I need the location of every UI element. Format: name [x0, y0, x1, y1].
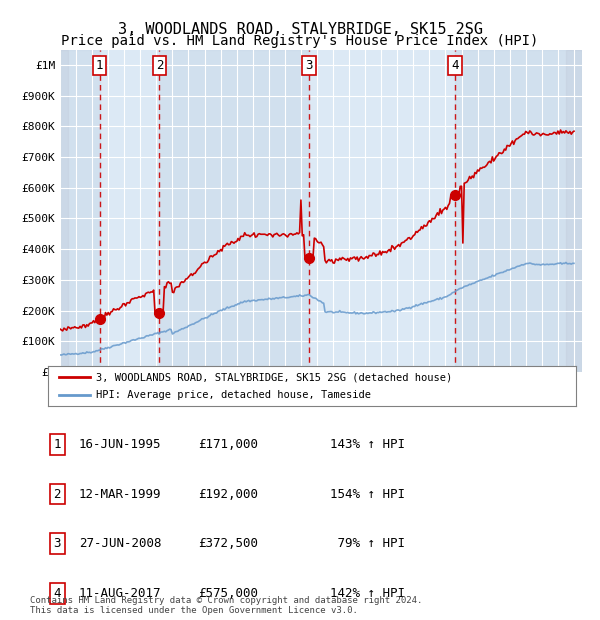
- Text: £372,500: £372,500: [198, 538, 258, 550]
- Text: HPI: Average price, detached house, Tameside: HPI: Average price, detached house, Tame…: [95, 390, 371, 400]
- Bar: [309, 50, 455, 372]
- Text: 3: 3: [53, 538, 61, 550]
- Text: Contains HM Land Registry data © Crown copyright and database right 2024.
This d: Contains HM Land Registry data © Crown c…: [30, 596, 422, 615]
- Bar: [100, 50, 160, 372]
- Text: 142% ↑ HPI: 142% ↑ HPI: [330, 587, 405, 600]
- Text: 79% ↑ HPI: 79% ↑ HPI: [330, 538, 405, 550]
- Text: 27-JUN-2008: 27-JUN-2008: [79, 538, 161, 550]
- Bar: [455, 50, 582, 372]
- Text: £192,000: £192,000: [198, 488, 258, 500]
- Bar: [160, 50, 309, 372]
- Text: 2: 2: [155, 60, 163, 72]
- Bar: [60, 50, 68, 372]
- Text: 1: 1: [96, 60, 103, 72]
- Text: £171,000: £171,000: [198, 438, 258, 451]
- Text: 3, WOODLANDS ROAD, STALYBRIDGE, SK15 2SG: 3, WOODLANDS ROAD, STALYBRIDGE, SK15 2SG: [118, 22, 482, 37]
- Text: 16-JUN-1995: 16-JUN-1995: [79, 438, 161, 451]
- Text: £575,000: £575,000: [198, 587, 258, 600]
- Text: 154% ↑ HPI: 154% ↑ HPI: [330, 488, 405, 500]
- Text: 4: 4: [53, 587, 61, 600]
- Bar: [60, 50, 100, 372]
- Text: 143% ↑ HPI: 143% ↑ HPI: [330, 438, 405, 451]
- Text: Price paid vs. HM Land Registry's House Price Index (HPI): Price paid vs. HM Land Registry's House …: [61, 34, 539, 48]
- Text: 3, WOODLANDS ROAD, STALYBRIDGE, SK15 2SG (detached house): 3, WOODLANDS ROAD, STALYBRIDGE, SK15 2SG…: [95, 372, 452, 382]
- Text: 3: 3: [305, 60, 313, 72]
- Text: 12-MAR-1999: 12-MAR-1999: [79, 488, 161, 500]
- Text: 1: 1: [53, 438, 61, 451]
- Bar: [566, 50, 582, 372]
- Text: 11-AUG-2017: 11-AUG-2017: [79, 587, 161, 600]
- Text: 4: 4: [452, 60, 459, 72]
- Text: 2: 2: [53, 488, 61, 500]
